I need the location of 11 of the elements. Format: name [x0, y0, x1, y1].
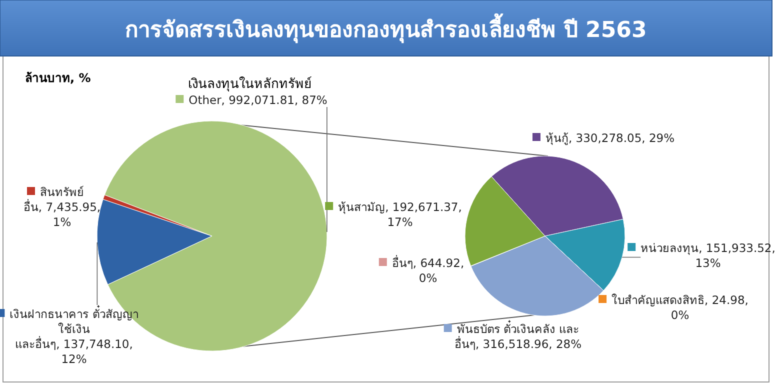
legend-label: ใบสำคัญแสดงสิทธิ, 24.98, 0%	[612, 293, 748, 322]
legend-label: หุ้นกู้, 330,278.05, 29%	[545, 131, 675, 145]
text: เงินลงทุนในหลักทรัพย์	[188, 76, 312, 92]
text: การจัดสรรเงินลงทุนของกองทุนสำรองเลี้ยงชีพ ปี 2563	[125, 13, 647, 44]
chart-subtitle: ล้านบาท, %	[25, 71, 91, 85]
legend-label: หน่วยลงทุน, 151,933.52, 13%	[640, 241, 776, 270]
legend-label: Other, 992,071.81, 87%	[188, 93, 328, 107]
legend-label: พันธบัตร ตั๋วเงินคลัง และ อื่นๆ, 316,518.96, 28%	[454, 320, 582, 351]
legend-label: หุ้นสามัญ, 192,671.37, 17%	[338, 200, 462, 229]
legend-label: อื่นๆ, 644.92, 0%	[392, 255, 464, 285]
legend-label: สินทรัพย์ อื่น, 7,435.95, 1%	[23, 185, 101, 229]
